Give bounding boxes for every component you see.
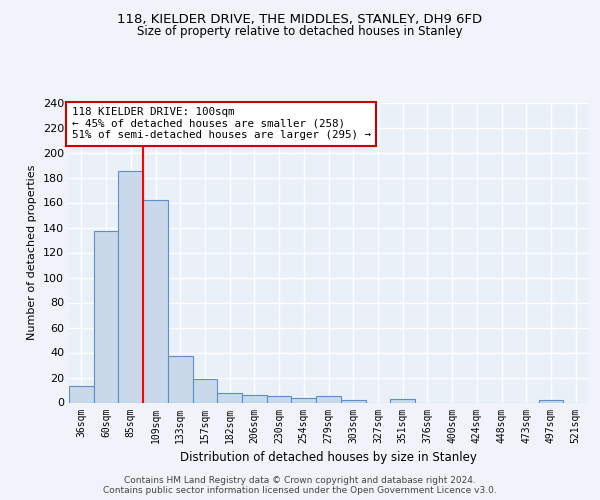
- Bar: [242, 395, 267, 402]
- Text: 118, KIELDER DRIVE, THE MIDDLES, STANLEY, DH9 6FD: 118, KIELDER DRIVE, THE MIDDLES, STANLEY…: [118, 12, 482, 26]
- Bar: [118, 171, 143, 402]
- Text: Size of property relative to detached houses in Stanley: Size of property relative to detached ho…: [137, 25, 463, 38]
- Bar: [390, 399, 415, 402]
- Bar: [316, 396, 341, 402]
- Text: 118 KIELDER DRIVE: 100sqm
← 45% of detached houses are smaller (258)
51% of semi: 118 KIELDER DRIVE: 100sqm ← 45% of detac…: [71, 107, 371, 140]
- Bar: [292, 398, 316, 402]
- Text: Contains HM Land Registry data © Crown copyright and database right 2024.
Contai: Contains HM Land Registry data © Crown c…: [103, 476, 497, 495]
- Bar: [143, 200, 168, 402]
- Bar: [267, 396, 292, 402]
- Y-axis label: Number of detached properties: Number of detached properties: [28, 165, 37, 340]
- Bar: [168, 356, 193, 403]
- X-axis label: Distribution of detached houses by size in Stanley: Distribution of detached houses by size …: [180, 451, 477, 464]
- Bar: [341, 400, 365, 402]
- Bar: [193, 379, 217, 402]
- Bar: [217, 392, 242, 402]
- Bar: [94, 231, 118, 402]
- Bar: [69, 386, 94, 402]
- Bar: [539, 400, 563, 402]
